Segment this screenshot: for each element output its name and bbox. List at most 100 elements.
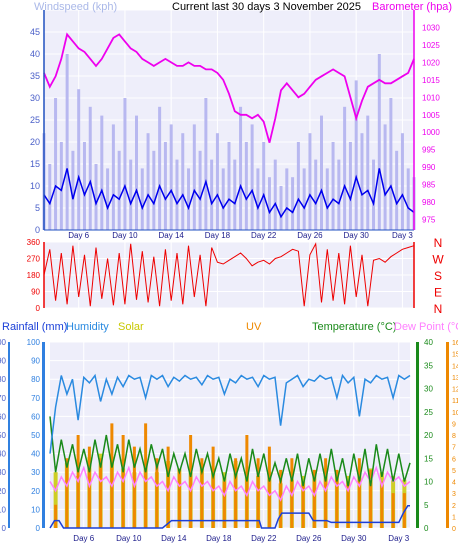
wind-gust-bar (227, 142, 231, 230)
wind-gust-bar (71, 150, 75, 230)
uv-bar (177, 469, 181, 528)
temperature-panel: Rainfall (mm) Humidity Solar UV Temperat… (0, 321, 458, 543)
windspeed-tick-label: 0 (35, 225, 40, 235)
uv-tick-label: 6 (452, 456, 456, 463)
temperature-tick-label: 0 (424, 524, 429, 533)
humidity-tick-label: 60 (31, 412, 40, 421)
barometer-tick-label: 985 (422, 181, 436, 190)
wind-gust-bar (129, 159, 133, 230)
temperature-x-tick-label: Day 18 (206, 534, 232, 543)
humidity-tick-label: 70 (31, 394, 40, 403)
wind-gust-bar (377, 54, 381, 230)
uv-bar (256, 458, 260, 528)
wind-gust-bar (331, 142, 335, 230)
uv-bar (290, 458, 294, 528)
temperature-x-tick-label: Day 22 (251, 534, 277, 543)
barometer-tick-label: 1025 (422, 41, 440, 50)
direction-tick-label: 180 (27, 271, 41, 280)
wind-gust-bar (215, 133, 219, 230)
wind-gust-bar (82, 142, 86, 230)
temperature-x-tick-label: Day 6 (73, 534, 94, 543)
wind-gust-bar (94, 164, 98, 230)
compass-label: N (434, 236, 443, 250)
barometer-tick-label: 1030 (422, 23, 440, 32)
windspeed-tick-label: 20 (30, 137, 40, 147)
wind-gust-bar (360, 133, 364, 230)
temperature-line (49, 416, 411, 487)
wind-gust-bar (354, 80, 358, 231)
temperature-tick-label: 10 (424, 478, 433, 487)
uv-bar (312, 469, 316, 528)
barometer-tick-labels: 975 980 985 990 995 1000 1005 1010 1015 1020 1025 1… (422, 23, 440, 224)
barometer-tick-label: 980 (422, 198, 436, 207)
humidity-tick-label: 100 (27, 338, 41, 347)
wind-gust-bar (279, 186, 283, 230)
temperature-x-tick-label: Day 30 (341, 534, 367, 543)
wind-gust-bar (48, 164, 52, 230)
humidity-tick-label: 80 (31, 375, 40, 384)
wind-gust-bar (88, 106, 92, 230)
solar-bar (53, 472, 58, 528)
compass-label: N (434, 302, 443, 316)
rainfall-tick-label: 100 (0, 338, 7, 347)
wind-gust-bar (256, 168, 260, 230)
rainfall-tick-label: 10 (0, 505, 7, 514)
windspeed-tick-label: 5 (35, 203, 40, 213)
temperature-x-tick-label: Day 10 (116, 534, 142, 543)
wind-gust-bar (343, 106, 347, 230)
uv-bar (380, 481, 384, 528)
wind-gust-bar (389, 98, 393, 230)
uv-tick-label: 2 (452, 503, 456, 510)
wind-gust-bar (308, 133, 312, 230)
wind-gust-bar (348, 142, 352, 230)
barometer-tick-label: 1020 (422, 58, 440, 67)
wind-x-tick-label: Day 22 (251, 231, 277, 240)
wind-x-tick-label: Day 6 (68, 231, 89, 240)
direction-tick-label: 0 (36, 304, 41, 313)
wind-gust-bar (65, 54, 69, 230)
wind-gust-bar (395, 150, 399, 230)
temperature-tick-labels: 0 5 10 15 20 25 30 35 40 (424, 338, 433, 533)
temperature-tick-label: 30 (424, 385, 433, 394)
temperature-label: Temperature (°C) (312, 321, 396, 333)
uv-bar (357, 458, 361, 528)
windspeed-tick-label: 30 (30, 93, 40, 103)
uv-tick-label: 3 (452, 491, 456, 498)
barometer-tick-label: 1000 (422, 128, 440, 137)
direction-tick-label: 360 (27, 238, 41, 247)
wind-gust-bar (123, 98, 127, 230)
rainfall-tick-label: 30 (0, 468, 7, 477)
uv-tick-label: 15 (452, 352, 458, 359)
barometer-tick-label: 1010 (422, 93, 440, 102)
uv-tick-label: 10 (452, 410, 458, 417)
windspeed-tick-label: 25 (30, 115, 40, 125)
windspeed-tick-label: 15 (30, 159, 40, 169)
uv-bar (99, 458, 103, 528)
uv-bar (200, 458, 204, 528)
dewpoint-label: Dew Point (°C) (394, 321, 458, 333)
wind-gust-bar (250, 124, 254, 230)
humidity-tick-label: 20 (31, 487, 40, 496)
windspeed-tick-label: 35 (30, 71, 40, 81)
wind-gust-bar (302, 168, 306, 230)
uv-tick-label: 0 (452, 526, 456, 533)
barometer-tick-label: 990 (422, 163, 436, 172)
wind-gust-bar (285, 168, 289, 230)
temperature-tick-label: 40 (424, 338, 433, 347)
windspeed-tick-label: 40 (30, 49, 40, 59)
wind-gust-bar (337, 159, 341, 230)
solar-label: Solar (118, 321, 144, 333)
temperature-tick-label: 35 (424, 361, 433, 370)
wind-gust-bar (273, 159, 277, 230)
wind-gust-bar (140, 168, 144, 230)
wind-gust-bar (152, 150, 156, 230)
wind-gust-bar (146, 133, 150, 230)
humidity-tick-label: 30 (31, 468, 40, 477)
uv-bar (324, 458, 328, 528)
wind-gust-bar (117, 150, 121, 230)
wind-gust-bar (291, 177, 295, 230)
humidity-line (49, 373, 411, 454)
windspeed-tick-label: 45 (30, 27, 40, 37)
